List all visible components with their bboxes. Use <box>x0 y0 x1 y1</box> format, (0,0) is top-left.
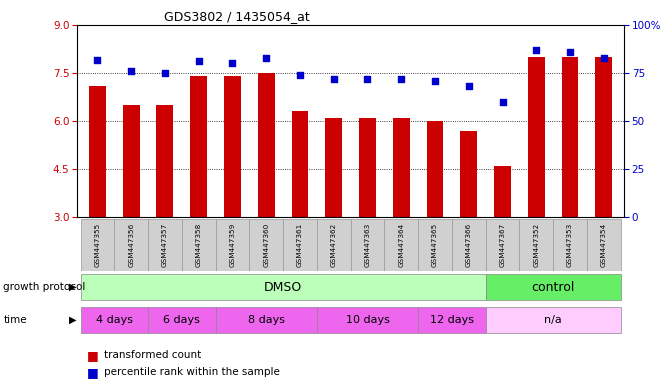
Point <box>565 49 576 55</box>
Bar <box>215 219 250 271</box>
Point <box>295 72 305 78</box>
Text: 8 days: 8 days <box>248 314 285 325</box>
Bar <box>81 219 114 271</box>
Bar <box>418 307 486 333</box>
Bar <box>595 57 612 217</box>
Bar <box>452 219 486 271</box>
Text: transformed count: transformed count <box>104 350 201 360</box>
Bar <box>81 307 148 333</box>
Bar <box>351 219 384 271</box>
Point <box>497 99 508 105</box>
Bar <box>486 274 621 300</box>
Bar <box>123 105 140 217</box>
Bar <box>89 86 106 217</box>
Text: GSM447356: GSM447356 <box>128 223 134 267</box>
Text: GSM447361: GSM447361 <box>297 223 303 267</box>
Point <box>531 47 541 53</box>
Bar <box>291 111 309 217</box>
Text: GSM447365: GSM447365 <box>432 223 438 267</box>
Point <box>328 76 339 82</box>
Point <box>599 55 609 61</box>
Bar <box>359 118 376 217</box>
Text: GSM447367: GSM447367 <box>499 223 505 267</box>
Point <box>92 56 103 63</box>
Bar <box>182 219 215 271</box>
Text: ▶: ▶ <box>69 314 76 325</box>
Text: growth protocol: growth protocol <box>3 282 86 292</box>
Bar <box>486 219 519 271</box>
Bar <box>191 76 207 217</box>
Bar <box>562 57 578 217</box>
Bar <box>486 307 621 333</box>
Bar <box>148 219 182 271</box>
Text: GSM447363: GSM447363 <box>364 223 370 267</box>
Text: 4 days: 4 days <box>96 314 133 325</box>
Bar <box>224 76 241 217</box>
Bar <box>81 274 486 300</box>
Bar <box>519 219 553 271</box>
Bar <box>384 219 418 271</box>
Text: GSM447359: GSM447359 <box>229 223 236 267</box>
Point <box>193 58 204 65</box>
Bar <box>587 219 621 271</box>
Bar <box>393 118 410 217</box>
Text: ■: ■ <box>87 349 99 362</box>
Bar <box>283 219 317 271</box>
Bar <box>427 121 444 217</box>
Bar <box>156 105 173 217</box>
Text: GSM447357: GSM447357 <box>162 223 168 267</box>
Text: GSM447360: GSM447360 <box>263 223 269 267</box>
Text: time: time <box>3 314 27 325</box>
Text: control: control <box>531 281 575 293</box>
Bar <box>317 219 351 271</box>
Text: n/a: n/a <box>544 314 562 325</box>
Bar <box>317 307 418 333</box>
Text: 10 days: 10 days <box>346 314 389 325</box>
Text: GSM447364: GSM447364 <box>398 223 404 267</box>
Text: percentile rank within the sample: percentile rank within the sample <box>104 367 280 377</box>
Point <box>396 76 407 82</box>
Text: GSM447355: GSM447355 <box>95 223 101 267</box>
Bar <box>528 57 545 217</box>
Text: 12 days: 12 days <box>430 314 474 325</box>
Text: ▶: ▶ <box>69 282 76 292</box>
Point <box>362 76 373 82</box>
Text: GSM447354: GSM447354 <box>601 223 607 267</box>
Bar <box>215 307 317 333</box>
Point <box>464 83 474 89</box>
Bar <box>418 219 452 271</box>
Bar <box>250 219 283 271</box>
Text: GSM447352: GSM447352 <box>533 223 539 267</box>
Text: GSM447358: GSM447358 <box>196 223 202 267</box>
Point <box>429 78 440 84</box>
Text: 6 days: 6 days <box>163 314 200 325</box>
Bar <box>114 219 148 271</box>
Text: DMSO: DMSO <box>264 281 302 293</box>
Text: GSM447362: GSM447362 <box>331 223 337 267</box>
Bar <box>325 118 342 217</box>
Bar <box>553 219 587 271</box>
Bar <box>258 73 274 217</box>
Bar <box>460 131 477 217</box>
Bar <box>148 307 215 333</box>
Bar <box>494 166 511 217</box>
Text: GSM447366: GSM447366 <box>466 223 472 267</box>
Point <box>227 60 238 66</box>
Text: GSM447353: GSM447353 <box>567 223 573 267</box>
Text: ■: ■ <box>87 366 99 379</box>
Point <box>125 68 136 74</box>
Point <box>160 70 170 76</box>
Text: GDS3802 / 1435054_at: GDS3802 / 1435054_at <box>164 10 310 23</box>
Point <box>261 55 272 61</box>
